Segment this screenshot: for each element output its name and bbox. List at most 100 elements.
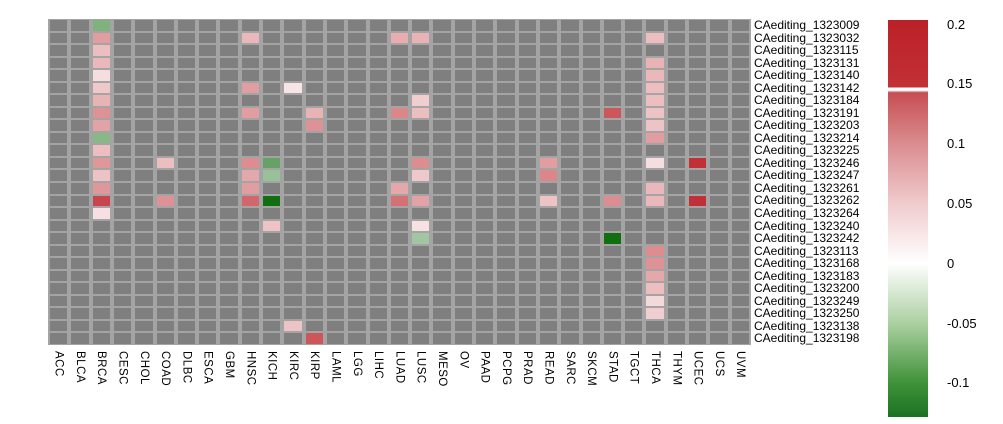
heatmap-cell: [261, 182, 283, 195]
heatmap-cell: [90, 294, 112, 308]
heatmap-cell: [48, 257, 70, 270]
row-label: CAediting_1323168: [754, 256, 860, 271]
heatmap-cell: [367, 194, 389, 208]
heatmap-cell: [516, 106, 538, 120]
heatmap-cell: [474, 144, 496, 157]
heatmap-cell: [537, 282, 560, 295]
heatmap-cell: [133, 144, 155, 157]
heatmap-cell: [367, 257, 389, 270]
heatmap-cell: [261, 307, 283, 320]
heatmap-cell: [601, 131, 624, 145]
heatmap-cell: [90, 269, 112, 283]
heatmap-cell: [644, 56, 666, 70]
heatmap-cell: [303, 307, 325, 320]
heatmap-cell: [644, 194, 666, 208]
heatmap-cell: [495, 144, 517, 157]
heatmap-cell: [474, 131, 496, 145]
heatmap-cell: [708, 307, 730, 320]
heatmap-cell: [537, 144, 560, 157]
col-label: PRAD: [521, 351, 534, 385]
heatmap-cell: [282, 156, 304, 170]
heatmap-cell: [111, 156, 134, 170]
heatmap-cell: [410, 81, 432, 95]
heatmap-cell: [708, 131, 730, 145]
heatmap-cell: [154, 194, 176, 208]
heatmap-cell: [69, 56, 91, 70]
heatmap-cell: [580, 207, 602, 220]
heatmap-cell: [623, 156, 645, 170]
heatmap-cell: [197, 219, 219, 233]
heatmap-cell: [665, 169, 688, 182]
heatmap-cell: [388, 156, 411, 170]
row-label: CAediting_1323240: [754, 218, 860, 233]
heatmap-cell: [218, 69, 240, 82]
heatmap-cell: [665, 44, 688, 57]
heatmap-cell: [580, 257, 602, 270]
heatmap-cell: [154, 282, 176, 295]
heatmap-cell: [69, 232, 91, 245]
heatmap-cell: [580, 269, 602, 283]
heatmap-cell: [665, 131, 688, 145]
heatmap-cell: [601, 244, 624, 258]
heatmap-cell: [431, 182, 453, 195]
heatmap-cell: [580, 244, 602, 258]
heatmap-cell: [559, 44, 581, 57]
heatmap-cell: [729, 194, 751, 208]
heatmap-cell: [261, 156, 283, 170]
heatmap-cell: [111, 19, 134, 32]
heatmap-cell: [303, 156, 325, 170]
heatmap-cell: [452, 232, 475, 245]
heatmap-cell: [580, 94, 602, 107]
heatmap-cell: [154, 332, 176, 345]
heatmap-cell: [708, 319, 730, 333]
heatmap-cell: [324, 307, 347, 320]
heatmap-cell: [346, 156, 368, 170]
heatmap-cell: [644, 156, 666, 170]
heatmap-cell: [324, 106, 347, 120]
heatmap-cell: [687, 257, 709, 270]
heatmap-cell: [175, 119, 198, 132]
heatmap-cell: [495, 219, 517, 233]
heatmap-cell: [90, 69, 112, 82]
heatmap-cell: [111, 232, 134, 245]
heatmap-cell: [537, 69, 560, 82]
heatmap-cell: [69, 94, 91, 107]
heatmap-cell: [261, 257, 283, 270]
heatmap-cell: [324, 56, 347, 70]
heatmap-cell: [644, 207, 666, 220]
heatmap-cell: [175, 144, 198, 157]
heatmap-cell: [388, 81, 411, 95]
heatmap-cell: [559, 319, 581, 333]
heatmap-cell: [261, 219, 283, 233]
heatmap-cell: [48, 81, 70, 95]
heatmap-cell: [133, 106, 155, 120]
heatmap-cell: [601, 106, 624, 120]
heatmap-cell: [601, 69, 624, 82]
heatmap-cell: [537, 31, 560, 45]
row-label: CAediting_1323264: [754, 205, 860, 220]
heatmap-cell: [623, 169, 645, 182]
col-label-slot: READ: [538, 351, 559, 387]
col-label: OV: [457, 351, 470, 369]
heatmap-cell: [133, 219, 155, 233]
heatmap-cell: [261, 194, 283, 208]
heatmap-cell: [388, 19, 411, 32]
heatmap-cell: [175, 106, 198, 120]
heatmap-cell: [474, 332, 496, 345]
heatmap-cell: [175, 182, 198, 195]
col-label: LUAD: [393, 351, 406, 384]
row-label: CAediting_1323200: [754, 281, 860, 296]
heatmap-cell: [303, 257, 325, 270]
heatmap-cell: [367, 182, 389, 195]
heatmap-cell: [261, 144, 283, 157]
heatmap-cell: [601, 257, 624, 270]
heatmap-cell: [48, 282, 70, 295]
heatmap-cell: [261, 207, 283, 220]
heatmap-cell: [452, 269, 475, 283]
heatmap-cell: [559, 131, 581, 145]
col-label-slot: KIRC: [282, 351, 303, 387]
heatmap-cell: [48, 194, 70, 208]
heatmap-cell: [133, 282, 155, 295]
heatmap-cell: [197, 244, 219, 258]
heatmap-cell: [452, 244, 475, 258]
